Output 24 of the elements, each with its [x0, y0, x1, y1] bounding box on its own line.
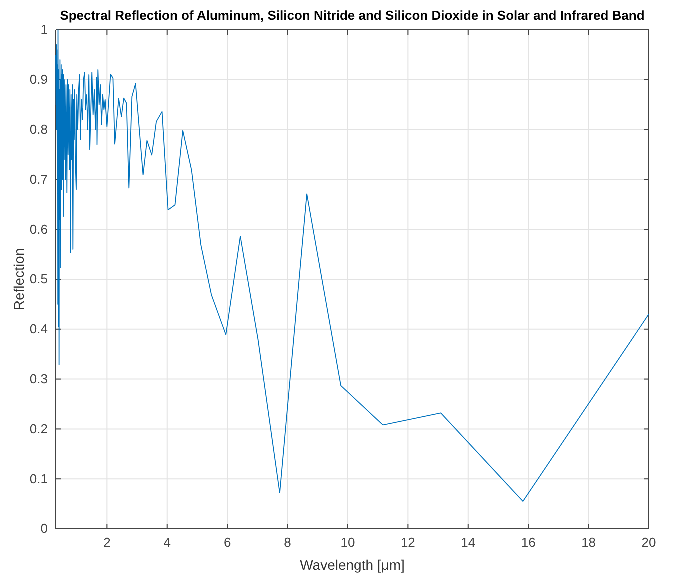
y-tick-label: 0.2	[30, 421, 48, 436]
x-tick-label: 2	[104, 535, 111, 550]
x-tick-label: 16	[521, 535, 536, 550]
y-tick-label: 1	[40, 22, 48, 38]
x-tick-label: 12	[400, 535, 416, 550]
x-tick-label: 20	[642, 535, 656, 550]
y-tick-label: 0.9	[30, 72, 48, 88]
y-tick-label: 0.7	[30, 172, 48, 187]
y-tick-label: 0.3	[30, 371, 48, 386]
y-axis-title: Reflection	[11, 248, 27, 311]
y-tick-label: 0.5	[30, 272, 48, 287]
x-axis-title: Wavelength [μm]	[300, 557, 405, 573]
y-tick-label: 0.1	[30, 471, 48, 486]
y-tick-label: 0.8	[30, 122, 48, 137]
x-tick-label: 18	[582, 535, 596, 550]
chart-title: Spectral Reflection of Aluminum, Silicon Nitride and Silicon Dioxide in Solar and Infrared Band	[60, 8, 645, 23]
x-tick-label: 6	[224, 535, 232, 550]
y-tick-label: 0.6	[30, 222, 48, 237]
x-tick-label: 10	[340, 535, 356, 550]
x-tick-label: 4	[164, 535, 171, 550]
y-tick-label: 0	[40, 521, 48, 536]
x-tick-label: 14	[461, 535, 476, 550]
y-tick-label: 0.4	[30, 322, 48, 337]
x-tick-label: 8	[284, 535, 292, 550]
